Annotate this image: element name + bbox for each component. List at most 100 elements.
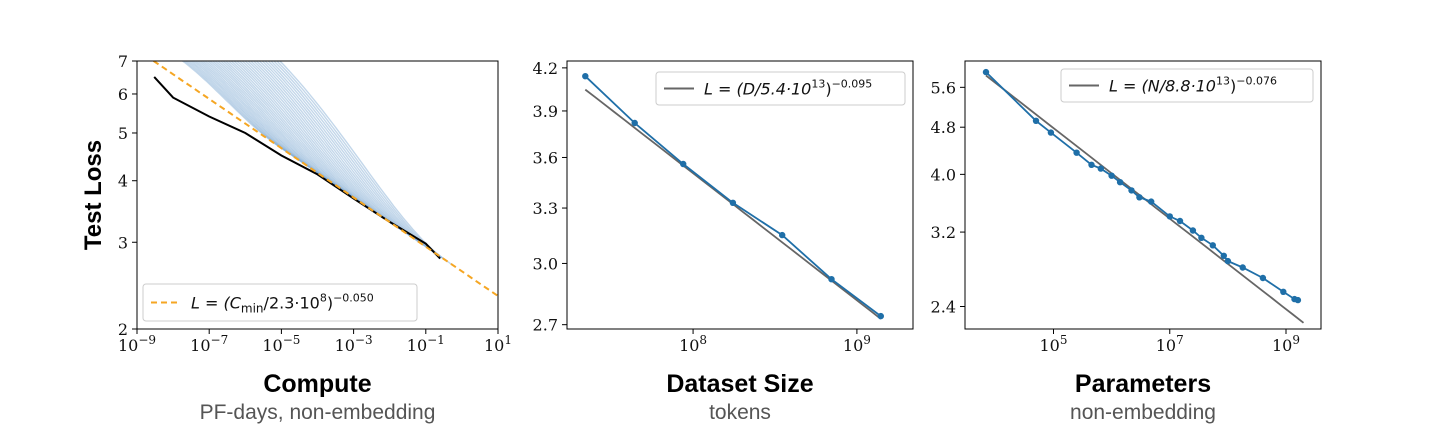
learning-curve [209,61,337,187]
learning-curve [185,61,291,155]
learning-curve [270,61,438,256]
learning-curve [201,61,324,177]
data-point [1209,242,1217,249]
learning-curve [211,61,342,190]
x-axis-sublabel: PF-days, non-embedding [200,401,436,424]
learning-curve [278,61,452,265]
learning-curve [275,61,447,262]
learning-curve [255,61,415,240]
data-point [1220,252,1228,259]
x-tick-label: 10−5 [262,333,300,355]
axes-frame [964,60,1322,330]
y-tick-label: 7 [118,52,128,71]
x-tick-label: 109 [1272,333,1300,355]
y-tick-label: 3 [118,233,128,252]
data-point [1176,217,1184,225]
chart-panel-1: 10−9 10−7 10−5 10−3 10−1 101 2 3 4 5 6 7 Test Loss Co… [80,52,512,424]
legend: L = (N/8.8·1013)−0.076 [1060,68,1314,103]
learning-curve [233,61,379,215]
legend-label: L = (Cmin/2.3·108)−0.050 [191,292,374,316]
y-tick-label: 5 [118,124,128,143]
learning-curve [216,61,351,196]
learning-curve [204,61,328,181]
y-tick-label: 3.0 [533,254,558,273]
learning-curve [192,61,305,165]
y-tick-label: 5.6 [931,78,956,97]
data-point [1239,264,1246,271]
data-point [1259,274,1267,282]
data-point [1108,172,1115,179]
data-point [1224,257,1232,265]
learning-curve [227,61,369,209]
data-point [982,68,990,76]
legend-box [142,283,418,322]
legend: L = (Cmin/2.3·108)−0.050 [142,283,418,322]
learning-curve [224,61,365,206]
data-point [1032,117,1040,125]
learning-curve [244,61,397,227]
legend-box [655,71,906,106]
y-tick-label: 3.2 [931,223,956,242]
data-point [877,312,884,320]
learning-curve [187,61,296,159]
x-tick-label: 10−7 [190,333,228,355]
learning-curve [183,61,287,152]
x-axis-label: Compute [263,370,371,398]
data-point [1294,296,1302,304]
x-tick-label: 107 [1156,333,1184,355]
learning-curve [206,61,333,184]
data-point [1047,129,1055,136]
learning-curve [235,61,383,218]
power-law-fit-line [151,61,498,297]
data-point [1088,161,1095,168]
legend: L = (D/5.4·1013)−0.095 [655,71,906,106]
learning-curve [247,61,401,231]
learning-curve [249,61,406,234]
x-axis-sublabel: tokens [709,401,771,424]
x-axis-label: Parameters [1075,370,1211,398]
y-tick-label: 2 [118,320,128,339]
learning-curve [214,61,346,193]
x-axis-sublabel: non-embedding [1070,401,1216,424]
axes-frame [136,60,499,330]
y-tick-label: 4.2 [533,59,558,78]
y-tick-label: 2.7 [533,316,558,335]
data-point [680,160,687,168]
x-tick-label: 109 [843,333,871,355]
learning-curve [267,61,434,252]
x-tick-label: 105 [1040,333,1068,355]
data-series-line [985,71,1299,301]
x-axis-label: Dataset Size [666,370,813,398]
plot-area-2 [582,73,884,320]
data-point [1198,234,1205,241]
learning-curve [181,61,282,149]
x-tick-label: 101 [484,333,512,355]
learning-curve [241,61,392,224]
data-point [1128,187,1135,194]
plot-area-3 [982,68,1305,324]
legend-box [1060,68,1314,103]
data-series-line [584,75,882,317]
data-point [1073,149,1080,156]
learning-curve [272,61,443,259]
y-tick-label: 3.3 [533,199,558,218]
chart-panel-3: 105 107 109 2.4 3.2 4.0 4.8 5.6 Parameters non-em… [931,60,1322,424]
learning-curve [258,61,420,243]
y-tick-label: 4 [118,172,128,191]
learning-curve [252,61,411,237]
axes-frame [566,60,914,330]
x-tick-label: 108 [679,333,707,355]
legend-label: L = (D/5.4·1013)−0.095 [704,78,872,99]
y-tick-label: 4.8 [931,118,956,137]
y-axis-label: Test Loss [80,140,107,250]
learning-curve [199,61,319,174]
learning-curve [194,61,310,168]
y-tick-label: 2.4 [931,297,956,316]
x-tick-label: 10−3 [335,333,373,355]
data-point [1136,194,1143,201]
legend-label: L = (N/8.8·1013)−0.076 [1109,75,1277,96]
y-tick-label: 3.6 [533,148,558,167]
data-point [828,276,835,283]
learning-curve [230,61,374,212]
